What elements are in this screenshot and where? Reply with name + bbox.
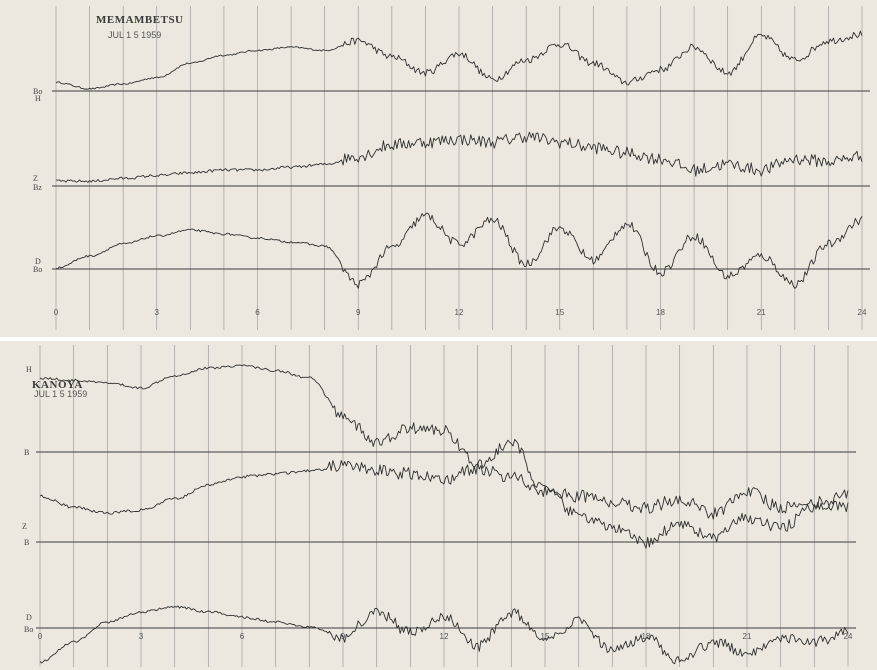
x-tick-label: 6 (240, 632, 245, 641)
x-tick-label: 15 (555, 308, 564, 317)
x-tick-label: 24 (844, 632, 853, 641)
trace-label: H (35, 94, 41, 103)
trace-label: Z (22, 522, 27, 531)
x-tick-label: 9 (356, 308, 361, 317)
series-line-z (39, 460, 849, 520)
x-tick-label: 18 (642, 632, 651, 641)
station-name: MEMAMBETSU (96, 14, 184, 26)
series-line-d (39, 605, 849, 665)
x-tick-label: 12 (440, 632, 449, 641)
series-line-h (55, 30, 863, 90)
x-tick-label: 3 (155, 308, 160, 317)
x-tick-label: 18 (656, 308, 665, 317)
series-line-z (55, 131, 863, 183)
kanoya-magnetogram: 0 3 6 9 12 15 18 21 24 H B Z B D Bo KANOYA JUL 1 5 195… (0, 341, 877, 670)
trace-label: Z (33, 174, 38, 183)
station-date: JUL 1 5 1959 (108, 30, 162, 40)
trace-label: B (24, 538, 29, 547)
trace-label: D (26, 613, 32, 622)
trace-label: Bo (33, 265, 42, 274)
x-tick-label: 21 (757, 308, 766, 317)
x-tick-label: 6 (255, 308, 260, 317)
trace-label: D (35, 257, 41, 266)
station-date: JUL 1 5 1959 (34, 389, 88, 399)
panel-divider (0, 337, 877, 341)
trace-label: B (24, 448, 29, 457)
memambetsu-magnetogram: 0 3 6 9 12 15 18 21 24 Bo H Z Bz D Bo MEMAMBETSU JUL 1… (0, 0, 877, 337)
x-tick-label: 12 (455, 308, 464, 317)
trace-label: Bo (33, 87, 42, 96)
trace-label: Bz (33, 183, 42, 192)
x-tick-label: 24 (858, 308, 867, 317)
grid (36, 345, 856, 667)
x-tick-label: 3 (139, 632, 144, 641)
x-tick-label: 0 (54, 308, 59, 317)
trace-label: Bo (24, 625, 33, 634)
trace-label: H (26, 365, 32, 374)
x-tick-label: 15 (541, 632, 550, 641)
series-line-d (55, 212, 863, 289)
x-tick-label: 21 (743, 632, 752, 641)
grid (52, 6, 870, 330)
x-tick-label: 0 (38, 632, 43, 641)
station-name: KANOYA (32, 379, 83, 391)
series-line-h (39, 364, 849, 549)
